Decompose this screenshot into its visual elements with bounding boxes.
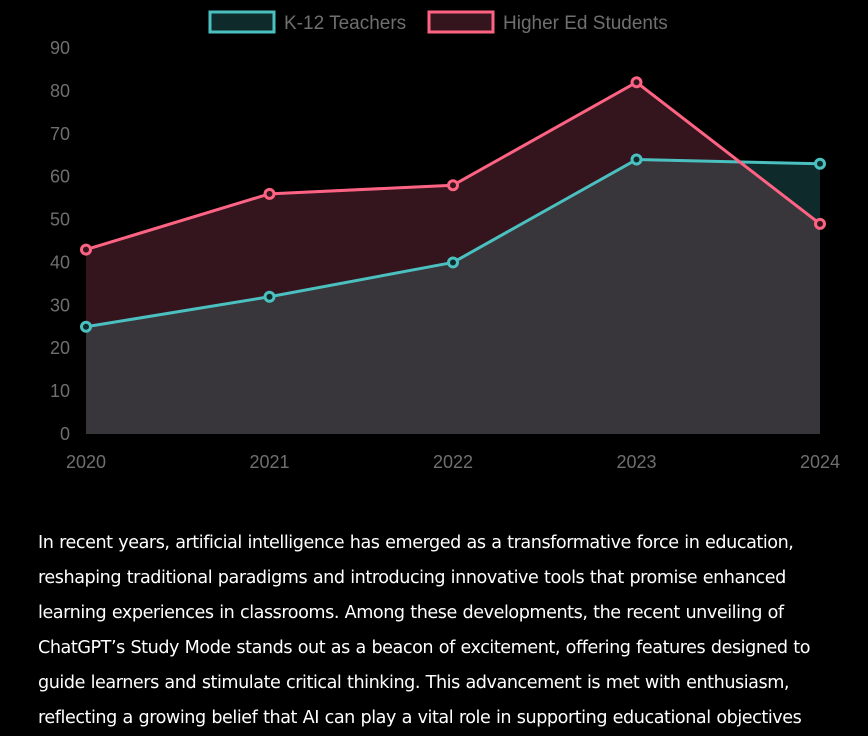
data-point-k-12-teachers-2021 xyxy=(263,290,276,303)
data-point-higher-ed-students-2021 xyxy=(263,187,276,200)
y-tick-label: 60 xyxy=(50,167,70,187)
y-tick-label: 70 xyxy=(50,124,70,144)
x-tick-label: 2022 xyxy=(433,452,473,472)
data-point-higher-ed-students-2024 xyxy=(814,217,826,230)
legend-label-k-12-teachers: K-12 Teachers xyxy=(284,13,406,34)
legend-swatch-k-12-teachers xyxy=(208,10,276,34)
y-tick-label: 90 xyxy=(50,38,70,58)
x-tick-label: 2023 xyxy=(616,452,656,472)
data-point-k-12-teachers-2024 xyxy=(814,157,826,170)
y-tick-label: 0 xyxy=(60,424,70,444)
data-point-higher-ed-students-2022 xyxy=(447,179,459,192)
data-points xyxy=(80,76,826,333)
x-tick-label: 2021 xyxy=(249,452,289,472)
y-tick-label: 50 xyxy=(50,210,70,230)
legend: K-12 Teachers Higher Ed Students xyxy=(208,10,668,34)
legend-swatch-higher-ed-students xyxy=(427,10,495,34)
data-point-k-12-teachers-2022 xyxy=(447,256,459,269)
data-point-k-12-teachers-2023 xyxy=(630,153,643,166)
x-axis-ticks: 2020 2021 2022 2023 2024 xyxy=(66,452,840,472)
y-tick-label: 10 xyxy=(50,381,70,401)
y-tick-label: 40 xyxy=(50,252,70,272)
legend-label-higher-ed-students: Higher Ed Students xyxy=(503,13,668,34)
y-tick-label: 20 xyxy=(50,338,70,358)
data-point-k-12-teachers-2020 xyxy=(80,320,92,333)
data-point-higher-ed-students-2020 xyxy=(80,243,92,256)
y-tick-label: 80 xyxy=(50,81,70,101)
x-tick-label: 2024 xyxy=(800,452,840,472)
y-tick-label: 30 xyxy=(50,295,70,315)
article-paragraph: In recent years, artificial intelligence… xyxy=(38,533,811,728)
chart-container: 0 10 20 30 40 50 60 70 80 90 2020 2021 2022 2023 2024… xyxy=(50,10,840,472)
area-fill-overlap xyxy=(86,159,820,434)
x-tick-label: 2020 xyxy=(66,452,106,472)
y-axis-ticks: 0 10 20 30 40 50 60 70 80 90 xyxy=(50,38,70,444)
data-point-higher-ed-students-2023 xyxy=(630,76,643,89)
area-chart: 0 10 20 30 40 50 60 70 80 90 2020 2021 2022 2023 2024… xyxy=(50,10,840,472)
